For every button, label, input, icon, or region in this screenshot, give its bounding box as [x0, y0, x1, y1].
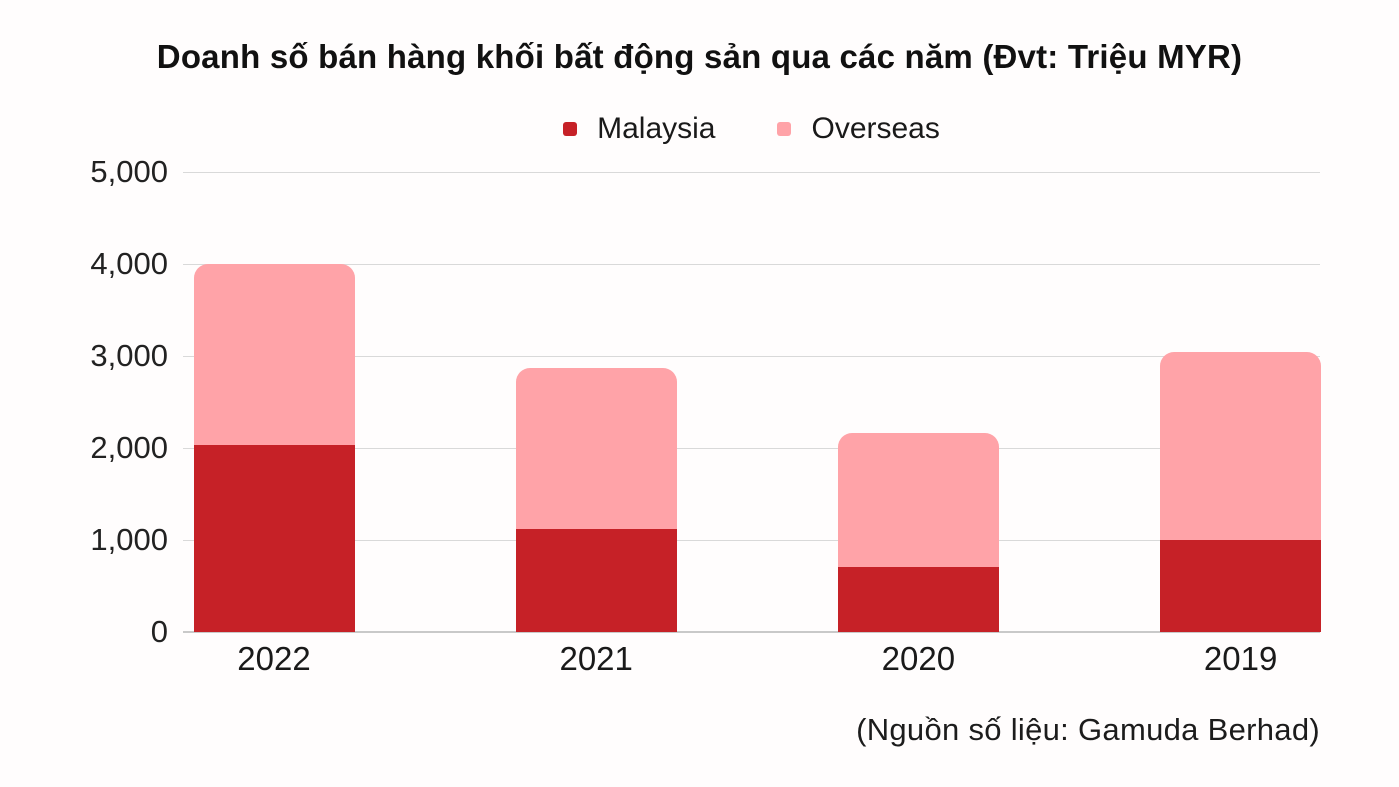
legend-swatch-malaysia	[563, 122, 578, 136]
gridline-5000	[183, 172, 1320, 173]
source-note: (Nguồn số liệu: Gamuda Berhad)	[856, 712, 1320, 747]
gridline-2000	[183, 448, 1320, 449]
legend-swatch-overseas	[777, 122, 792, 136]
gridline-4000	[183, 264, 1320, 265]
legend-label-malaysia: Malaysia	[597, 112, 716, 145]
bar-segment-malaysia-2019	[1160, 540, 1322, 632]
x-axis-labels: 2022 2021 2020 2019	[0, 640, 1399, 686]
y-tick-label-0: 0	[150, 614, 168, 649]
bar-2019	[1160, 352, 1322, 632]
chart-legend: Malaysia Overseas	[183, 112, 1320, 146]
chart-title: Doanh số bán hàng khối bất động sản qua …	[156, 38, 1243, 75]
y-tick-label-4000: 4,000	[90, 246, 168, 281]
plot-area	[183, 172, 1322, 633]
x-tick-label-2022: 2022	[237, 640, 311, 677]
gridline-3000	[183, 356, 1320, 357]
bar-2022	[193, 264, 355, 632]
bar-2021	[515, 367, 677, 632]
bar-2020	[837, 433, 999, 632]
bar-segment-overseas-2020	[837, 433, 999, 567]
bar-segment-overseas-2022	[193, 264, 355, 446]
x-tick-label-2020: 2020	[881, 640, 956, 677]
legend-item-malaysia: Malaysia	[563, 112, 715, 146]
bar-segment-malaysia-2021	[515, 528, 677, 632]
y-axis-labels: 0 1,000 2,000 3,000 4,000 5,000	[0, 154, 168, 649]
x-axis-line	[183, 631, 1320, 633]
bar-segment-overseas-2021	[515, 367, 677, 529]
bar-segment-malaysia-2020	[837, 566, 999, 632]
y-tick-label-1000: 1,000	[90, 522, 168, 557]
legend-label-overseas: Overseas	[811, 112, 940, 145]
bar-segment-malaysia-2022	[193, 445, 355, 632]
x-tick-label-2021: 2021	[559, 640, 633, 677]
gridline-1000	[183, 540, 1320, 541]
y-tick-label-3000: 3,000	[90, 338, 168, 373]
x-tick-label-2019: 2019	[1203, 640, 1278, 677]
y-tick-label-5000: 5,000	[90, 154, 168, 189]
legend-item-overseas: Overseas	[777, 112, 940, 146]
y-tick-label-2000: 2,000	[90, 430, 168, 465]
bar-segment-overseas-2019	[1160, 352, 1322, 540]
